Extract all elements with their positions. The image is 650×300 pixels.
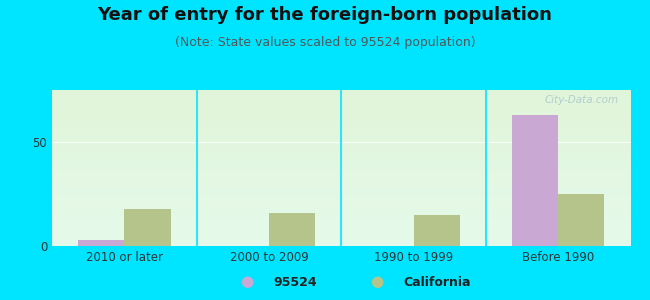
Text: City-Data.com: City-Data.com: [545, 95, 619, 105]
Text: ●: ●: [370, 274, 383, 290]
Bar: [124, 208, 170, 246]
Bar: [558, 194, 605, 246]
Text: ●: ●: [240, 274, 254, 290]
Text: (Note: State values scaled to 95524 population): (Note: State values scaled to 95524 popu…: [175, 36, 475, 49]
Bar: [413, 215, 460, 246]
Text: Year of entry for the foreign-born population: Year of entry for the foreign-born popul…: [98, 6, 552, 24]
Bar: [78, 240, 124, 246]
Text: California: California: [403, 275, 471, 289]
Text: 95524: 95524: [273, 275, 317, 289]
Bar: [512, 115, 558, 246]
Bar: [269, 213, 315, 246]
